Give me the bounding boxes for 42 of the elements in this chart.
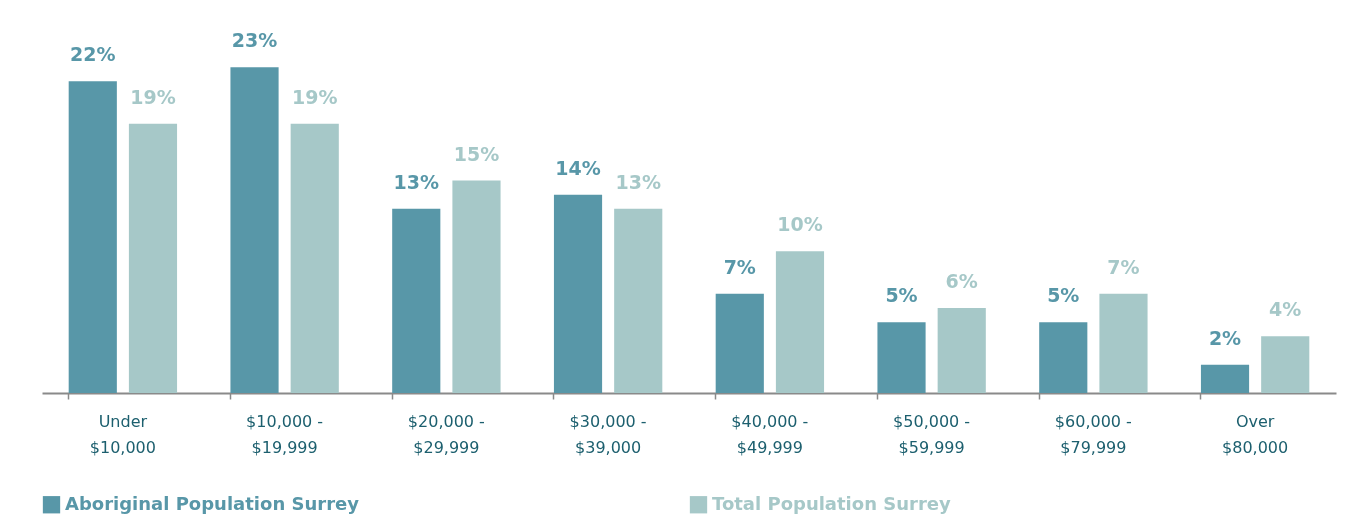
data-label: 7%: [1107, 255, 1140, 278]
x-tick-label: $40,000 - $49,999: [731, 411, 809, 457]
data-label: 23%: [231, 29, 278, 52]
data-label: 2%: [1208, 326, 1242, 349]
data-label: 6%: [945, 270, 978, 292]
x-tick-label: $20,000 - $29,999: [407, 411, 485, 457]
data-label: 15%: [453, 142, 500, 165]
data-label: 19%: [291, 85, 338, 108]
data-label: 22%: [70, 43, 116, 66]
bar: [452, 180, 501, 393]
x-tick-label: Under $10,000: [89, 411, 156, 457]
x-tick-label: $30,000 - $39,000: [569, 411, 647, 457]
bar: [68, 81, 117, 393]
bar: [1099, 293, 1148, 393]
bar: [775, 251, 825, 393]
bar: [877, 322, 926, 393]
legend-label: Total Population Surrey: [712, 492, 951, 514]
legend-label: Aboriginal Population Surrey: [65, 492, 360, 514]
data-label: 13%: [393, 170, 440, 193]
bar: [937, 308, 986, 393]
bar: [1200, 364, 1250, 393]
data-label: 14%: [555, 156, 601, 179]
bar: [128, 123, 178, 393]
data-label: 7%: [723, 255, 756, 278]
data-label: 19%: [130, 85, 176, 108]
bar: [1261, 336, 1310, 393]
bar: [290, 123, 339, 393]
bar: [1039, 322, 1088, 393]
bar: [715, 293, 764, 393]
x-tick-label: $50,000 - $59,999: [893, 411, 971, 457]
data-label: 10%: [777, 213, 823, 236]
x-tick-label: Over $80,000: [1222, 411, 1289, 457]
data-label: 5%: [1047, 284, 1080, 307]
data-label: 5%: [885, 284, 918, 307]
bar: [392, 208, 441, 393]
bar: [553, 194, 603, 393]
bar: [230, 67, 279, 393]
data-label: 4%: [1269, 298, 1302, 321]
data-label: 13%: [615, 170, 661, 193]
x-tick-label: $60,000 - $79,999: [1054, 411, 1132, 457]
x-tick-label: $10,000 - $19,999: [246, 411, 324, 457]
bar: [614, 208, 663, 393]
